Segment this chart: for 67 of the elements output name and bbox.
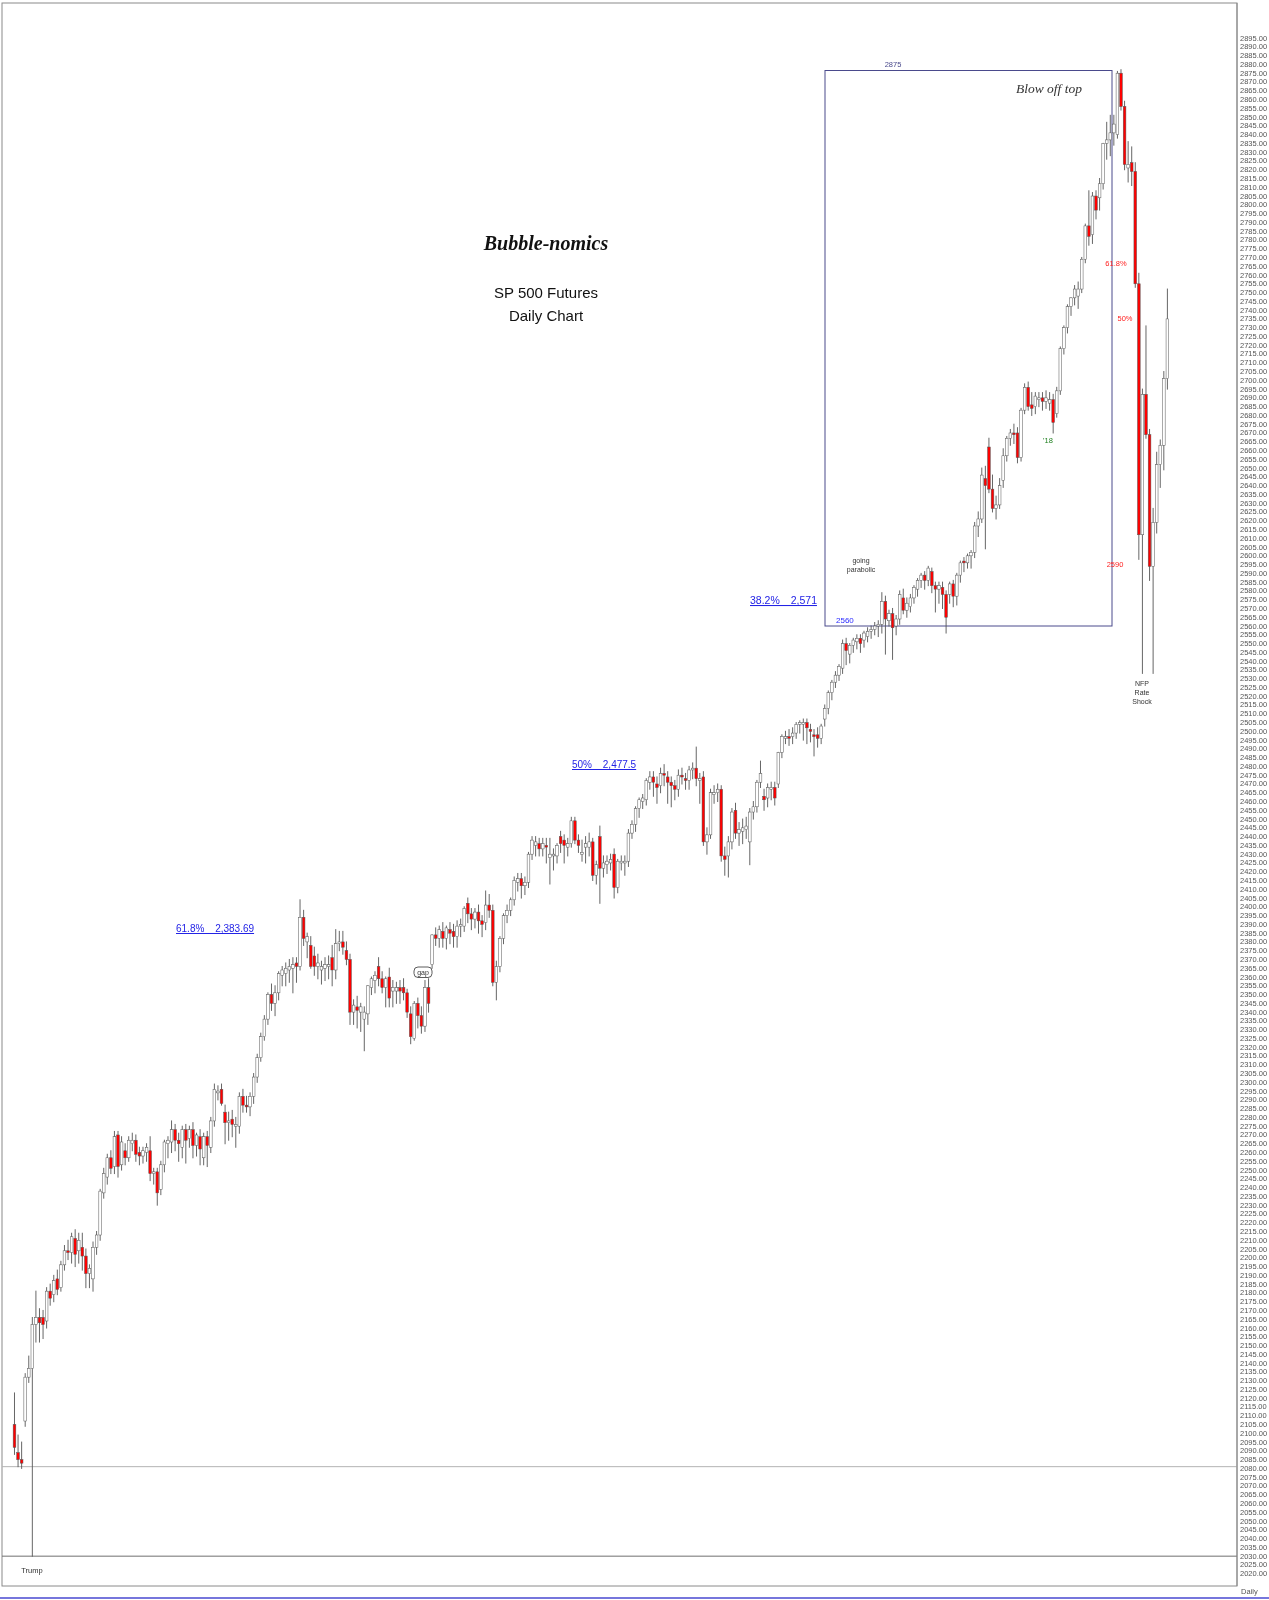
candlestick — [548, 837, 552, 885]
candlestick — [327, 955, 331, 980]
candlestick — [66, 1239, 70, 1261]
candlestick — [284, 962, 288, 987]
candlestick — [184, 1123, 188, 1164]
candlestick — [134, 1134, 138, 1162]
candlestick — [444, 925, 448, 950]
candlestick — [291, 957, 295, 994]
candlestick — [330, 944, 334, 987]
candlestick — [1073, 285, 1077, 306]
candlestick — [476, 904, 481, 934]
candlestick — [202, 1132, 206, 1166]
candlestick — [766, 783, 770, 808]
candlestick — [562, 834, 566, 864]
candlestick — [687, 765, 691, 790]
candlestick — [191, 1122, 195, 1159]
candlestick — [394, 981, 398, 1004]
candlestick — [787, 729, 791, 746]
candlestick — [398, 980, 402, 1004]
candlestick — [683, 772, 688, 790]
candlestick — [473, 908, 477, 929]
candlestick — [312, 946, 316, 976]
candlestick — [187, 1125, 191, 1148]
annotation: 2560 — [836, 616, 855, 625]
candlestick — [37, 1308, 42, 1343]
candlestick — [123, 1143, 127, 1166]
candlestick — [223, 1104, 227, 1145]
candlestick — [448, 922, 452, 945]
candlestick — [905, 597, 909, 618]
candlestick — [1037, 392, 1041, 408]
candlestick — [355, 995, 359, 1029]
candlestick — [127, 1136, 131, 1162]
candlestick — [883, 595, 888, 655]
annotation: Blow off top — [1015, 81, 1083, 96]
candlestick — [855, 634, 859, 650]
annotation: 61.8% 2,383.69 — [176, 923, 255, 934]
candlestick — [227, 1111, 231, 1141]
text: SP 500 Futures Daily Chart — [494, 284, 598, 324]
candlestick — [844, 637, 848, 666]
candlestick — [869, 625, 873, 639]
candlestick — [605, 855, 609, 874]
candlestick — [141, 1146, 145, 1164]
candlestick — [219, 1083, 224, 1106]
candlestick — [1033, 392, 1037, 415]
candlestick — [391, 980, 395, 1008]
candlestick — [441, 922, 445, 948]
candlestick — [769, 781, 773, 801]
candlestick — [584, 836, 588, 864]
candlestick — [676, 769, 680, 797]
candlestick — [741, 818, 745, 845]
candlestick — [384, 976, 388, 1008]
text: Bubble-nomics — [482, 232, 609, 254]
candlestick — [323, 957, 327, 981]
candlestick — [387, 967, 391, 1008]
candlestick — [70, 1232, 74, 1264]
candlestick — [1108, 114, 1112, 157]
candlestick — [801, 718, 805, 741]
candlestick — [73, 1229, 77, 1268]
candlestick — [805, 718, 809, 745]
candlestick — [890, 608, 895, 660]
candlestick — [551, 848, 556, 871]
annotation: 50% 2,477.5 — [572, 759, 637, 770]
annotation: 38.2% 2,571 — [750, 594, 818, 606]
candlestick — [198, 1129, 202, 1166]
candlestick — [119, 1136, 124, 1171]
candlestick — [451, 923, 456, 948]
candlestick — [455, 920, 459, 948]
